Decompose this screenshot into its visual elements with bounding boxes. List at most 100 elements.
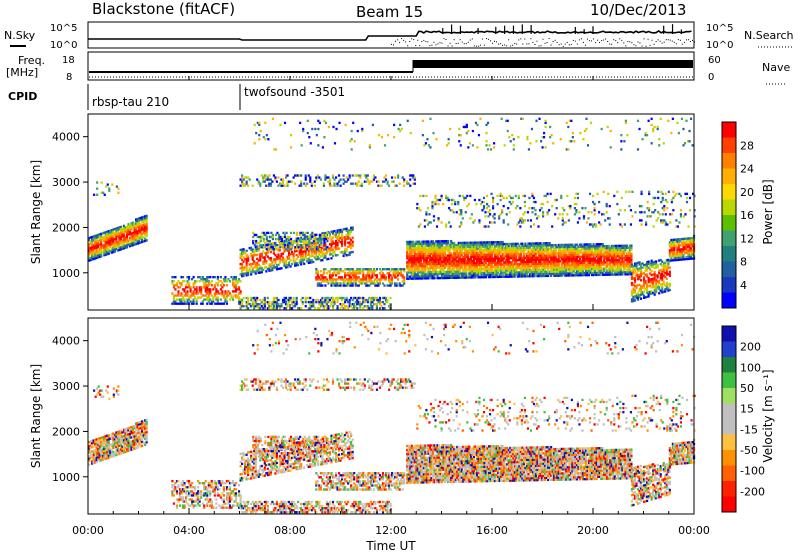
radar-cell [624,254,627,258]
radar-cell [237,292,241,295]
radar-cell [415,252,418,256]
radar-cell [239,290,242,293]
radar-cell [642,276,646,279]
radar-cell [317,239,320,243]
radar-cell [571,243,574,246]
radar-cell [536,272,539,276]
radar-cell [612,246,615,250]
radar-cell [444,276,447,280]
radar-cell [348,237,351,240]
radar-cell [447,256,450,259]
radar-cell [584,249,588,252]
radar-cell [512,263,515,266]
radar-cell [457,270,460,273]
radar-cell [516,258,519,262]
radar-cell [519,269,522,272]
radar-cell [344,305,347,308]
radar-cell [125,242,129,245]
radar-cell [119,231,122,235]
radar-cell [271,260,274,264]
radar-cell [439,260,442,263]
radar-cell [503,255,506,258]
radar-cell [574,245,577,248]
radar-cell [539,264,542,268]
radar-cell [433,272,436,276]
radar-cell [534,250,538,253]
radar-cell [592,257,595,260]
radar-cell [469,259,472,263]
radar-cell [98,233,101,236]
radar-cell [239,298,242,301]
radar-cell [618,254,621,258]
radar-cell [569,270,572,273]
radar-cell [584,259,588,263]
radar-cell [440,250,444,253]
radar-cell [610,255,613,258]
radar-cell [412,244,415,248]
radar-cell [444,266,447,269]
radar-cell [465,262,468,265]
radar-cell [345,254,348,257]
radar-cell [478,255,482,259]
radar-cell [131,235,135,239]
radar-cell [466,245,469,249]
radar-cell [297,239,300,243]
radar-cell [300,246,303,249]
radar-cell [550,250,553,253]
radar-cell [536,274,539,278]
radar-cell [644,263,647,266]
radar-cell [189,296,192,299]
radar-cell [630,244,633,247]
nsearch-point [532,41,534,43]
radar-cell [263,298,266,302]
radar-cell [557,270,560,273]
radar-cell [577,249,580,252]
radar-cell [245,259,248,263]
radar-cell [609,253,612,256]
cpid-1-label: rbsp-tau 210 [92,95,169,109]
radar-cell [513,257,516,260]
radar-cell [354,274,357,277]
radar-cell [234,280,238,283]
radar-cell [507,251,510,254]
radar-cell [483,263,486,267]
radar-cell [398,282,401,285]
radar-cell [175,298,179,301]
radar-cell [522,248,525,252]
radar-cell [296,233,299,237]
radar-cell [278,267,282,270]
radar-cell [347,241,350,244]
radar-cell [354,284,357,287]
nsearch-point [542,38,544,40]
radar-cell [571,272,574,275]
radar-cell [95,236,98,239]
radar-cell [296,239,299,243]
radar-cell [139,241,142,244]
radar-cell [650,278,653,281]
radar-cell [389,274,392,277]
radar-cell [372,282,375,285]
radar-cell [359,270,362,273]
radar-cell [289,259,292,262]
radar-cell [468,249,471,253]
radar-cell [624,262,627,266]
radar-cell [440,266,444,269]
radar-cell [322,252,325,255]
radar-cell [633,299,637,302]
radar-cell [419,254,422,258]
radar-cell [509,246,512,250]
radar-cell [516,263,519,266]
nsearch-point [506,45,508,47]
radar-cell [184,286,188,289]
radar-cell [578,263,582,267]
radar-cell [490,275,494,279]
nsearch-point [683,41,685,43]
radar-cell [519,258,522,262]
radar-cell [571,257,574,261]
radar-cell [350,305,353,308]
radar-cell [344,248,347,251]
radar-cell [630,260,633,264]
radar-cell [347,307,350,310]
radar-cell [239,256,242,260]
radar-cell [321,250,324,254]
